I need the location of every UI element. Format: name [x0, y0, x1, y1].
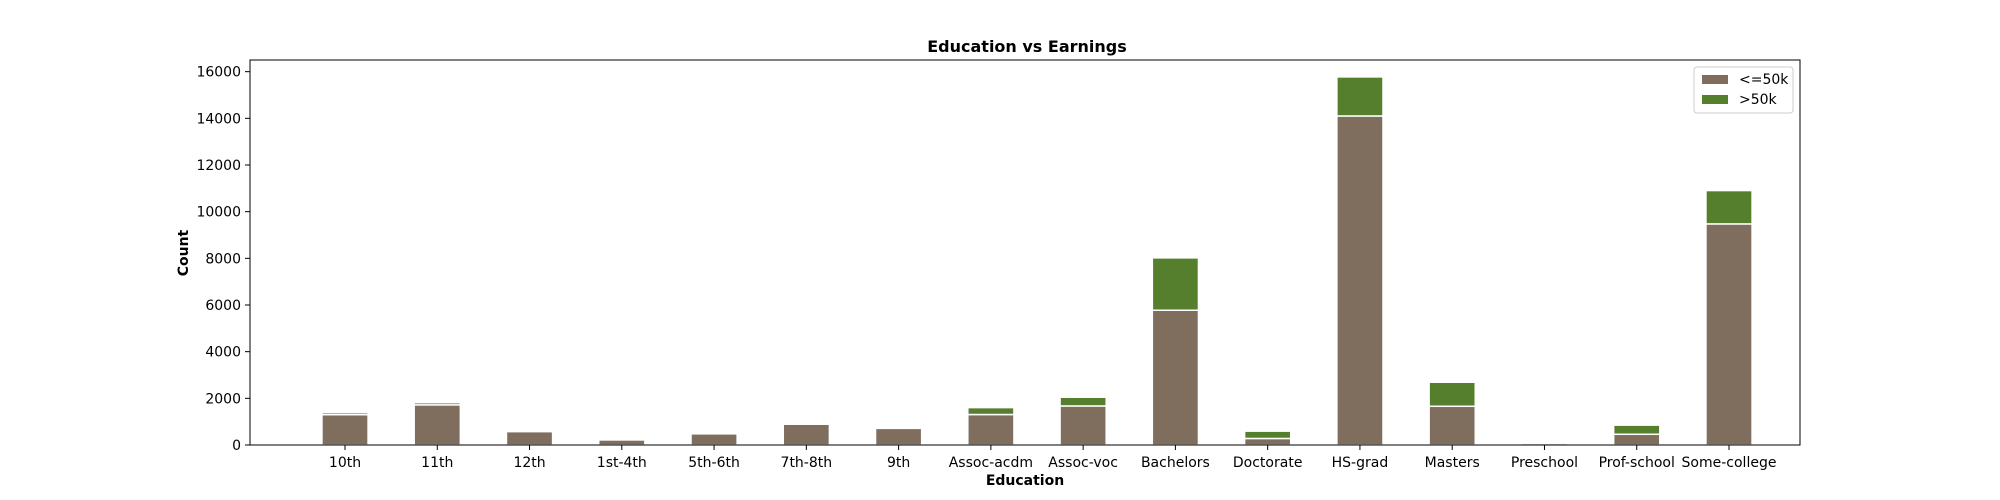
bar-doctorate-gt50k [1243, 430, 1292, 440]
x-tick-label-5th-6th: 5th-6th [688, 455, 740, 471]
bar-doctorate-le50k [1243, 437, 1292, 446]
legend-swatch-gt50k [1702, 95, 1728, 104]
bar-12th-gt50k [505, 429, 554, 433]
x-tick-label-some-college: Some-college [1682, 455, 1777, 471]
bar-5th-6th-le50k [690, 433, 738, 446]
bar-5th-6th-gt50k [690, 432, 738, 435]
y-tick-label: 10000 [196, 205, 241, 221]
y-axis: 0 2000 4000 6000 8000 10000 12000 14000 16000 [196, 65, 250, 454]
x-axis: 10th 11th 12th 1st-4th 5th-6th 7th-8th 9th Asso… [329, 445, 1777, 471]
bar-assoc-voc-le50k [1059, 405, 1107, 446]
x-tick-label-assoc-voc: Assoc-voc [1048, 455, 1118, 471]
bar-hs-grad-gt50k [1336, 76, 1384, 117]
x-tick-label-1st-4th: 1st-4th [597, 455, 647, 471]
y-axis-label: Count [176, 229, 192, 276]
bar-11th-le50k [413, 404, 462, 446]
x-axis-label: Education [986, 473, 1064, 489]
bar-some-college-le50k [1705, 223, 1753, 446]
y-tick-label: 2000 [205, 391, 241, 407]
y-tick-label: 4000 [205, 345, 241, 361]
x-tick-label-bachelors: Bachelors [1141, 455, 1210, 471]
x-tick-label-12th: 12th [513, 455, 545, 471]
x-tick-label-prof-school: Prof-school [1599, 455, 1675, 471]
chart-title: Education vs Earnings [927, 37, 1127, 56]
bars-layer [321, 76, 1753, 446]
bar-assoc-voc-gt50k [1059, 396, 1107, 407]
x-tick-label-hs-grad: HS-grad [1332, 455, 1389, 471]
x-tick-label-9th: 9th [887, 455, 910, 471]
y-tick-label: 6000 [205, 298, 241, 314]
y-tick-label: 16000 [196, 65, 241, 81]
legend-label-le50k: <=50k [1739, 72, 1789, 88]
bar-7th-8th-le50k [782, 423, 831, 446]
y-tick-label: 12000 [196, 158, 241, 174]
bar-assoc-acdm-gt50k [967, 406, 1015, 416]
x-tick-label-masters: Masters [1425, 455, 1480, 471]
x-tick-label-assoc-acdm: Assoc-acdm [949, 455, 1033, 471]
legend-swatch-le50k [1702, 75, 1728, 84]
bar-assoc-acdm-le50k [967, 413, 1015, 446]
bar-7th-8th-gt50k [782, 421, 831, 425]
bar-masters-le50k [1428, 405, 1477, 446]
bar-11th-gt50k [413, 401, 462, 406]
bar-some-college-gt50k [1705, 189, 1753, 225]
legend-label-gt50k: >50k [1739, 92, 1778, 108]
x-tick-label-11th: 11th [421, 455, 453, 471]
x-tick-label-preschool: Preschool [1511, 455, 1578, 471]
plot-frame [249, 59, 1801, 446]
bar-prof-school-le50k [1612, 433, 1661, 446]
bar-9th-gt50k [874, 426, 923, 430]
bar-1st-4th-le50k [597, 439, 646, 446]
bar-bachelors-gt50k [1151, 257, 1200, 312]
y-tick-label: 14000 [196, 111, 241, 127]
bar-prof-school-gt50k [1612, 424, 1661, 436]
bar-9th-le50k [874, 427, 923, 446]
x-tick-label-doctorate: Doctorate [1233, 455, 1303, 471]
bar-10th-le50k [321, 413, 369, 446]
y-tick-label: 0 [232, 438, 241, 454]
bar-10th-gt50k [321, 411, 369, 416]
bar-12th-le50k [505, 430, 554, 446]
bar-hs-grad-le50k [1336, 115, 1384, 446]
x-tick-label-7th-8th: 7th-8th [781, 455, 833, 471]
legend: <=50k >50k [1693, 66, 1794, 114]
bar-bachelors-le50k [1151, 309, 1200, 446]
y-tick-label: 8000 [205, 251, 241, 267]
x-tick-label-10th: 10th [329, 455, 361, 471]
bar-masters-gt50k [1428, 381, 1477, 408]
